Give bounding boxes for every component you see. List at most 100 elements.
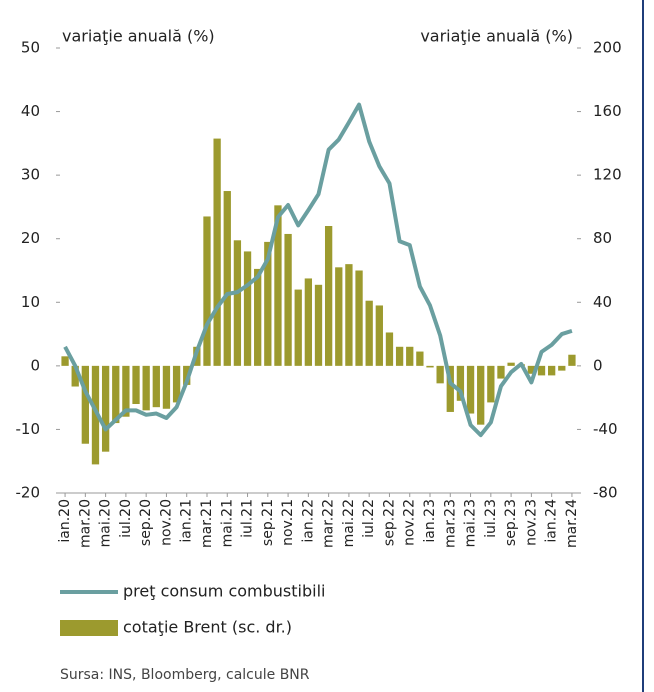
y-tick-label: 40 <box>21 102 40 120</box>
bar <box>416 351 424 366</box>
bar <box>537 365 546 376</box>
bar <box>548 365 556 376</box>
x-tick-label: ian.21 <box>179 499 195 543</box>
x-tick-label: nov.20 <box>158 499 174 546</box>
x-tick-label: iul.22 <box>361 499 377 538</box>
y2-axis-label: variaţie anuală (%) <box>420 27 573 46</box>
bar <box>152 365 160 408</box>
x-tick-label: sep.23 <box>503 499 519 546</box>
bar <box>335 267 343 366</box>
bar <box>466 365 475 414</box>
bar <box>274 205 282 366</box>
bar <box>71 365 79 387</box>
x-tick-label: mai.22 <box>341 499 357 547</box>
x-tick-label: nov.22 <box>402 499 418 546</box>
bar <box>233 240 242 366</box>
bar <box>426 365 434 368</box>
x-tick-label: ian.24 <box>544 499 560 543</box>
bar <box>172 365 181 403</box>
bar <box>365 300 373 366</box>
bar <box>61 356 69 366</box>
y-tick-label: 10 <box>21 293 40 311</box>
x-tick-label: iul.23 <box>483 499 499 538</box>
x-tick-label: sep.22 <box>381 499 397 546</box>
x-tick-label: nov.21 <box>280 499 296 546</box>
y-tick-label: 20 <box>21 229 40 247</box>
bar <box>142 365 150 411</box>
bar <box>91 365 100 465</box>
legend-swatch <box>60 620 118 636</box>
bar <box>243 251 252 366</box>
bar <box>112 365 120 424</box>
bar <box>375 305 383 366</box>
y2-tick-label: 40 <box>593 293 612 311</box>
bar <box>132 365 140 404</box>
bar <box>213 138 221 366</box>
y2-tick-label: -80 <box>593 484 618 502</box>
x-tick-label: mai.21 <box>219 499 235 547</box>
x-tick-label: mar.21 <box>199 499 215 548</box>
y-tick-label: 30 <box>21 166 40 184</box>
y2-tick-label: 80 <box>593 229 612 247</box>
x-tick-label: iul.20 <box>118 499 134 538</box>
y-tick-label: 0 <box>30 356 40 374</box>
bar <box>345 264 353 366</box>
y2-tick-label: 200 <box>593 39 622 57</box>
bar <box>122 365 130 417</box>
x-tick-label: iul.21 <box>240 499 256 538</box>
bar <box>81 365 89 444</box>
y2-tick-label: 120 <box>593 166 622 184</box>
bar <box>395 346 404 366</box>
bar <box>324 226 333 366</box>
bar <box>436 365 444 384</box>
x-tick-label: mar.23 <box>442 499 458 548</box>
bar <box>254 268 262 366</box>
bar <box>385 332 394 366</box>
x-tick-label: mai.23 <box>463 499 479 547</box>
bar <box>223 191 231 366</box>
legend-label: preţ consum combustibili <box>123 582 325 601</box>
bar <box>183 365 191 385</box>
bar <box>507 362 515 366</box>
bar <box>406 346 414 366</box>
bar <box>162 365 171 409</box>
y-axis-label: variaţie anuală (%) <box>62 27 215 46</box>
x-tick-label: ian.22 <box>300 499 316 543</box>
bar <box>314 284 323 366</box>
source: Sursa: INS, Bloomberg, calcule BNR <box>60 667 310 683</box>
bar <box>304 278 313 366</box>
x-tick-label: mar.22 <box>321 499 337 548</box>
bar <box>527 365 536 374</box>
x-tick-label: nov.23 <box>523 499 539 546</box>
bar <box>101 365 110 452</box>
line <box>63 102 573 438</box>
y-tick-label: -20 <box>16 484 41 502</box>
bar <box>558 365 566 371</box>
x-tick-label: sep.21 <box>260 499 276 546</box>
y-tick-label: -10 <box>16 420 41 438</box>
bar <box>456 365 465 401</box>
x-tick-label: mar.24 <box>564 499 580 548</box>
bar <box>497 365 505 379</box>
bar <box>446 365 454 412</box>
bar <box>264 241 272 366</box>
legend-label: cotaţie Brent (sc. dr.) <box>123 618 292 637</box>
y2-tick-label: 160 <box>593 102 622 120</box>
y-tick-label: 50 <box>21 39 40 57</box>
bar <box>355 270 363 366</box>
x-tick-label: ian.23 <box>422 499 438 543</box>
bar <box>477 365 485 425</box>
bar <box>203 216 211 366</box>
x-tick-label: ian.20 <box>57 499 73 543</box>
bar <box>294 289 302 366</box>
x-tick-label: mar.20 <box>77 499 93 548</box>
y2-tick-label: -40 <box>593 420 618 438</box>
bar <box>284 233 292 366</box>
x-tick-label: mai.20 <box>98 499 114 547</box>
x-tick-label: sep.20 <box>138 499 154 546</box>
bar <box>487 365 495 403</box>
y2-tick-label: 0 <box>593 356 603 374</box>
bar <box>568 354 576 366</box>
